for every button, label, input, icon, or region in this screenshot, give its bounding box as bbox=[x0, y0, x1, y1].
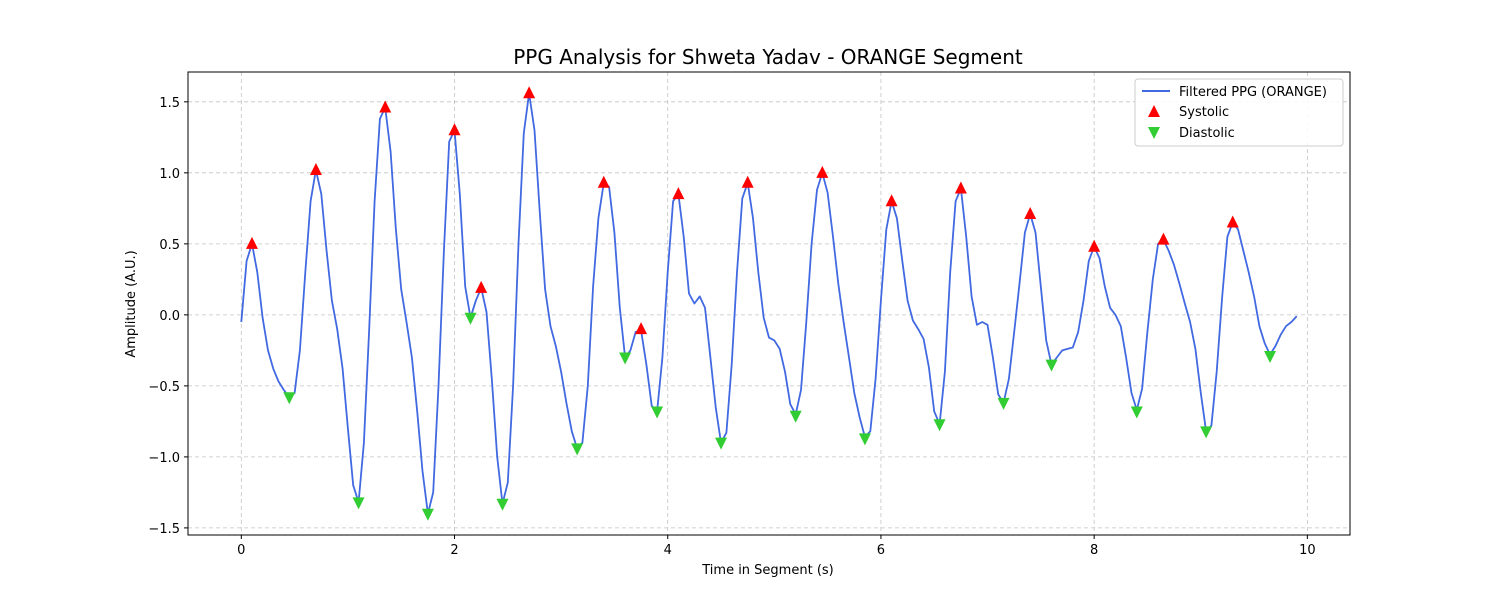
systolic-marker bbox=[245, 236, 258, 249]
systolic-marker bbox=[635, 322, 648, 335]
systolic-marker bbox=[741, 175, 754, 188]
diastolic-marker bbox=[283, 392, 296, 405]
axis-ticks: 0 2 4 6 8 10 −1.5 −1.0 −0.5 0.0 0.5 1.0 1.5 bbox=[148, 96, 1315, 558]
diastolic-marker bbox=[651, 406, 664, 419]
x-tick-label: 2 bbox=[450, 543, 458, 558]
systolic-marker bbox=[1157, 232, 1170, 245]
plot-area bbox=[240, 86, 1298, 521]
diastolic-marker bbox=[1130, 406, 1143, 419]
legend-label-diastolic: Diastolic bbox=[1179, 126, 1235, 141]
y-tick-label: 1.0 bbox=[159, 167, 180, 182]
plot-frame bbox=[187, 71, 1351, 536]
diastolic-marker bbox=[715, 437, 728, 450]
y-tick-label: −0.5 bbox=[148, 380, 180, 395]
x-tick-label: 8 bbox=[1090, 543, 1098, 558]
grid bbox=[188, 72, 1350, 535]
diastolic-marker bbox=[421, 508, 434, 521]
legend-frame bbox=[1134, 78, 1344, 147]
y-tick-label: 0.5 bbox=[159, 238, 180, 253]
systolic-marker bbox=[523, 86, 536, 99]
systolic-marker bbox=[309, 162, 322, 175]
diastolic-marker bbox=[619, 352, 632, 365]
diastolic-marker bbox=[933, 419, 946, 432]
diastolic-marker bbox=[789, 410, 802, 423]
systolic-marker bbox=[1024, 207, 1037, 220]
y-axis-label: Amplitude (A.U.) bbox=[124, 250, 139, 357]
systolic-marker bbox=[885, 194, 898, 207]
systolic-marker bbox=[672, 187, 685, 200]
diastolic-marker bbox=[571, 443, 584, 456]
diastolic-marker bbox=[1200, 426, 1213, 439]
x-axis-label: Time in Segment (s) bbox=[701, 563, 833, 578]
legend-systolic-marker bbox=[1148, 105, 1160, 117]
diastolic-marker bbox=[997, 397, 1010, 410]
y-tick-label: −1.5 bbox=[148, 522, 180, 537]
x-tick-label: 10 bbox=[1299, 543, 1316, 558]
diastolic-marker bbox=[1045, 359, 1058, 372]
diastolic-marker bbox=[858, 433, 871, 446]
systolic-marker bbox=[816, 165, 829, 178]
legend: Filtered PPG (ORANGE) Systolic Diastolic bbox=[1134, 78, 1344, 147]
systolic-marker bbox=[448, 123, 461, 136]
legend-label-systolic: Systolic bbox=[1179, 105, 1229, 120]
systolic-marker bbox=[475, 280, 488, 293]
y-tick-label: −1.0 bbox=[148, 451, 180, 466]
diastolic-marker bbox=[352, 497, 365, 510]
y-tick-label: 1.5 bbox=[159, 96, 180, 111]
systolic-marker bbox=[1088, 239, 1101, 252]
diastolic-marker bbox=[1264, 351, 1277, 364]
systolic-marker bbox=[1226, 215, 1239, 228]
x-tick-label: 6 bbox=[877, 543, 885, 558]
systolic-marker bbox=[954, 181, 967, 194]
x-tick-label: 4 bbox=[664, 543, 672, 558]
legend-diastolic-marker bbox=[1148, 127, 1160, 139]
y-tick-label: 0.0 bbox=[159, 309, 180, 324]
x-tick-label: 0 bbox=[237, 543, 245, 558]
legend-label-filtered-ppg: Filtered PPG (ORANGE) bbox=[1179, 85, 1327, 100]
diastolic-marker bbox=[464, 312, 477, 325]
systolic-marker bbox=[379, 100, 392, 113]
diastolic-marker bbox=[496, 498, 509, 511]
systolic-marker bbox=[597, 175, 610, 188]
filtered-ppg-line bbox=[240, 92, 1298, 515]
chart-title: PPG Analysis for Shweta Yadav - ORANGE S… bbox=[513, 45, 1023, 69]
